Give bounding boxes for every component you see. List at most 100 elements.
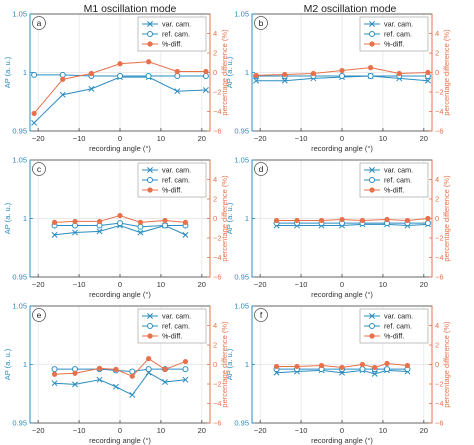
legend-marker-1 (147, 31, 153, 37)
y-left-label: AP (a. u.) (225, 348, 234, 380)
series-1-point-0 (31, 71, 38, 78)
col-title-m1: M1 oscillation mode (84, 3, 177, 15)
panel-badge (254, 16, 268, 30)
y-right-tick-label-3: 0 (435, 214, 439, 223)
col-title-m2: M2 oscillation mode (304, 3, 397, 15)
y-left-tick-label-0: 0.95 (234, 127, 249, 136)
y-right-tick-label-4: 2 (213, 49, 217, 58)
series-0-point-0 (31, 119, 38, 126)
y-right-tick-label-5: 4 (435, 175, 439, 184)
y-left-label: AP (a. u.) (3, 348, 12, 380)
y-right-tick-label-3: 0 (213, 214, 217, 223)
series-2-point-2 (96, 365, 103, 371)
x-tick-label-3: 10 (379, 134, 387, 143)
x-tick-label-2: 0 (118, 134, 122, 143)
series-2-point-4 (359, 217, 366, 224)
x-tick-label-4: 20 (420, 280, 428, 289)
series-0-point-0 (51, 231, 58, 238)
series-1-point-6 (384, 366, 390, 373)
y-right-label: percentage difference (%) (220, 175, 229, 262)
x-tick-label-3: 10 (157, 426, 165, 435)
legend-label-2: %-diff. (384, 186, 404, 195)
x-tick-label-0: −20 (32, 280, 45, 289)
panel-letter: d (259, 164, 264, 174)
x-tick-label-4: 20 (198, 426, 206, 435)
x-axis-label: recording angle (°) (89, 290, 151, 299)
y-right-tick-label-2: −2 (213, 234, 222, 243)
x-tick-label-4: 20 (198, 134, 206, 143)
panel-letter: c (37, 164, 42, 174)
y-right-tick-label-2: −2 (435, 234, 444, 243)
x-tick-label-3: 10 (379, 426, 387, 435)
y-right-tick-label-3: 0 (213, 360, 217, 369)
series-2-point-5 (162, 217, 168, 224)
legend-label-1: ref. cam. (162, 322, 190, 331)
legend-label-0: var. cam. (384, 20, 413, 29)
x-tick-label-2: 0 (118, 426, 122, 435)
y-right-tick-label-3: 0 (435, 68, 439, 77)
series-1-point-3 (117, 73, 123, 80)
series-1-point-7 (424, 220, 431, 227)
x-tick-label-0: −20 (254, 134, 267, 143)
x-tick-label-4: 20 (420, 426, 428, 435)
series-2-point-6 (182, 219, 189, 225)
y-left-label: AP (a. u.) (3, 202, 12, 234)
series-2-point-6 (162, 366, 168, 372)
y-right-tick-label-4: 2 (213, 195, 217, 204)
y-right-tick-label-1: −4 (213, 107, 222, 116)
series-2-point-3 (339, 364, 345, 371)
legend-label-0: var. cam. (162, 312, 191, 321)
series-line-2 (54, 358, 186, 377)
series-2-point-5 (372, 364, 378, 371)
x-tick-label-1: −10 (73, 280, 86, 289)
series-0-point-4 (129, 391, 136, 398)
series-0-point-6 (202, 87, 209, 94)
series-0-point-6 (424, 77, 431, 84)
panel-letter: f (260, 310, 263, 320)
series-1-point-5 (174, 73, 181, 80)
series-2-point-4 (359, 361, 366, 368)
series-2-point-6 (425, 69, 431, 76)
x-tick-label-2: 0 (340, 134, 344, 143)
y-right-tick-label-5: 4 (435, 321, 439, 330)
series-2-point-0 (253, 72, 259, 79)
y-left-tick-label-1: 1 (23, 360, 27, 369)
series-2-point-0 (273, 363, 280, 370)
panel-badge (32, 308, 46, 322)
y-right-tick-label-4: 2 (435, 195, 439, 204)
legend-marker-2 (369, 187, 375, 193)
series-2-point-4 (129, 373, 135, 379)
legend-marker-1 (147, 177, 153, 183)
legend-label-0: var. cam. (162, 20, 191, 29)
series-2-point-7 (182, 358, 189, 365)
legend: var. cam.ref. cam.%-diff. (137, 16, 207, 52)
y-left-tick-label-0: 0.95 (234, 273, 249, 282)
y-right-tick-label-5: 4 (435, 29, 439, 38)
y-left-label: AP (a. u.) (225, 56, 234, 88)
panel-badge (254, 308, 268, 322)
legend-marker-0 (147, 313, 153, 319)
x-tick-label-0: −20 (254, 280, 267, 289)
x-tick-label-1: −10 (295, 134, 308, 143)
series-2-point-3 (117, 61, 123, 67)
y-left-tick-label-1: 1 (245, 68, 249, 77)
series-1-point-3 (117, 220, 123, 227)
y-right-tick-label-2: −2 (213, 380, 222, 389)
x-tick-label-1: −10 (295, 426, 308, 435)
x-tick-label-2: 0 (118, 280, 122, 289)
legend-label-2: %-diff. (384, 332, 404, 341)
series-1-point-1 (59, 71, 66, 78)
series-2-point-1 (294, 363, 300, 370)
series-0-point-3 (112, 383, 119, 390)
y-left-tick-label-0: 0.95 (234, 419, 249, 428)
y-left-tick-label-2: 1.05 (234, 156, 249, 165)
series-1-point-4 (367, 73, 374, 80)
y-left-tick-label-0: 0.95 (12, 127, 27, 136)
series-0-point-6 (182, 231, 189, 238)
series-2-point-0 (51, 219, 58, 225)
series-2-point-1 (72, 370, 78, 376)
series-0-point-5 (371, 370, 378, 377)
